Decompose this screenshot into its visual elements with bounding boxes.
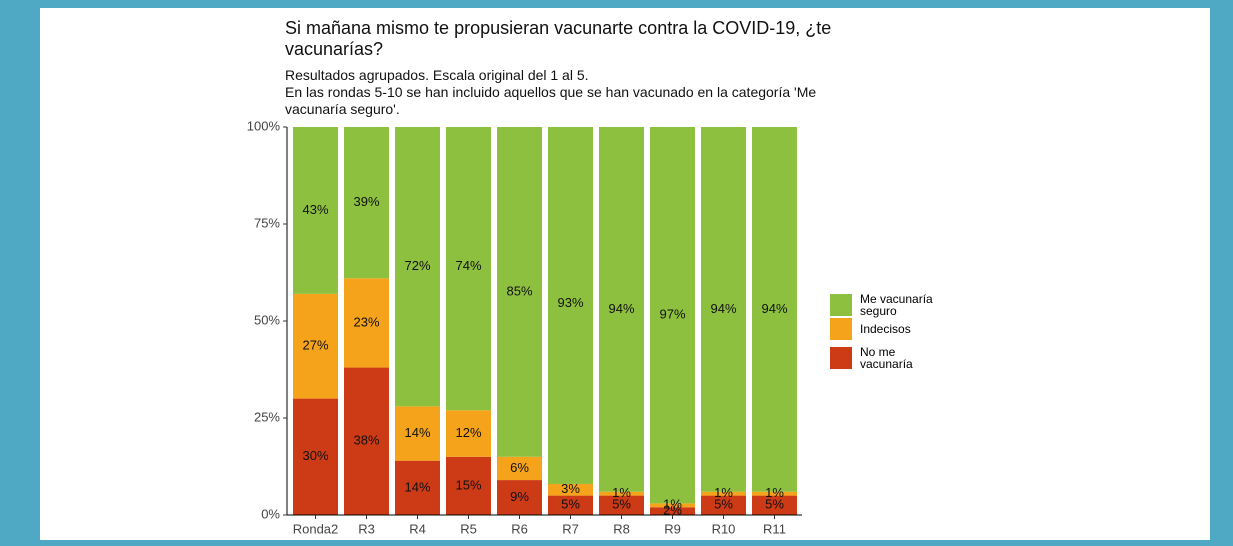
- bar-segment: [701, 495, 746, 515]
- bar-segment: [599, 127, 644, 492]
- x-tick-label: Ronda2: [293, 521, 339, 536]
- x-tick-label: R3: [358, 521, 375, 536]
- x-tick-label: R7: [562, 521, 579, 536]
- data-label: 43%: [302, 202, 328, 217]
- data-label: 5%: [714, 497, 733, 512]
- data-label: 94%: [608, 301, 634, 316]
- data-label: 6%: [510, 460, 529, 475]
- data-label: 30%: [302, 448, 328, 463]
- y-tick-label: 75%: [254, 215, 280, 230]
- bar-segment: [344, 367, 389, 515]
- bar-segment: [395, 406, 440, 461]
- chart-title: Si mañana mismo te propusieran vacunarte…: [285, 18, 832, 59]
- bar-segment: [446, 410, 491, 457]
- bar-segment: [752, 495, 797, 515]
- bar-segment: [293, 398, 338, 515]
- x-tick-label: R10: [712, 521, 736, 536]
- legend-label: Me vacunaría seguro: [860, 292, 933, 318]
- data-label: 97%: [659, 307, 685, 322]
- data-label: 5%: [765, 497, 784, 512]
- y-tick-label: 100%: [247, 118, 281, 133]
- bar-segment: [497, 127, 542, 457]
- data-label: 74%: [455, 258, 481, 273]
- bar-segment: [548, 483, 593, 496]
- bar-segment: [599, 491, 644, 496]
- data-label: 5%: [561, 497, 580, 512]
- legend-swatch: [830, 294, 852, 316]
- x-tick-label: R6: [511, 521, 528, 536]
- bar-segment: [395, 127, 440, 407]
- bar-segment: [548, 495, 593, 515]
- data-label: 93%: [557, 295, 583, 310]
- x-tick-label: R9: [664, 521, 681, 536]
- x-tick-label: R11: [763, 521, 786, 536]
- legend-swatch: [830, 347, 852, 369]
- bar-segment: [701, 127, 746, 492]
- data-label: 12%: [455, 425, 481, 440]
- legend-item: No me vacunaría: [830, 346, 940, 370]
- y-tick-label: 50%: [254, 312, 280, 327]
- bar-segment: [344, 127, 389, 279]
- bar-segment: [344, 278, 389, 368]
- legend-item: Me vacunaría seguro: [830, 293, 940, 317]
- bar-segment: [497, 480, 542, 515]
- chart-subtitle: Resultados agrupados. Escala original de…: [285, 67, 817, 117]
- bar-segment: [650, 503, 695, 508]
- data-label: 5%: [612, 497, 631, 512]
- data-label: 39%: [353, 194, 379, 209]
- x-tick-label: R4: [409, 521, 426, 536]
- y-tick-label: 25%: [254, 409, 280, 424]
- bar-segment: [548, 127, 593, 484]
- bar-segment: [752, 491, 797, 496]
- bar-segment: [497, 456, 542, 481]
- data-label: 14%: [404, 479, 430, 494]
- data-label: 94%: [710, 301, 736, 316]
- bar-segment: [752, 127, 797, 492]
- data-label: 3%: [561, 481, 580, 496]
- data-label: 1%: [612, 485, 631, 500]
- legend-item: Indecisos: [830, 318, 940, 340]
- bar-segment: [650, 127, 695, 504]
- data-label: 15%: [455, 477, 481, 492]
- x-tick-label: R8: [613, 521, 630, 536]
- y-tick-label: 0%: [261, 506, 280, 521]
- bar-segment: [395, 460, 440, 515]
- bar-segment: [293, 127, 338, 294]
- x-tick-label: R5: [460, 521, 477, 536]
- data-label: 38%: [353, 433, 379, 448]
- data-label: 94%: [761, 301, 787, 316]
- bars: [293, 127, 797, 515]
- legend-label: Indecisos: [860, 322, 911, 336]
- data-label: 2%: [663, 503, 682, 518]
- legend-label: No me vacunaría: [860, 345, 913, 371]
- data-label: 14%: [404, 425, 430, 440]
- data-label: 23%: [353, 314, 379, 329]
- data-label: 27%: [302, 338, 328, 353]
- bar-segment: [701, 491, 746, 496]
- data-label: 9%: [510, 489, 529, 504]
- bar-segment: [446, 127, 491, 411]
- bar-segment: [650, 507, 695, 515]
- data-label: 1%: [714, 485, 733, 500]
- bar-segment: [446, 456, 491, 515]
- bar-segment: [599, 495, 644, 515]
- data-label: 72%: [404, 258, 430, 273]
- data-label: 1%: [663, 497, 682, 512]
- data-label: 85%: [506, 283, 532, 298]
- bar-segment: [293, 293, 338, 399]
- legend-swatch: [830, 318, 852, 340]
- data-label: 1%: [765, 485, 784, 500]
